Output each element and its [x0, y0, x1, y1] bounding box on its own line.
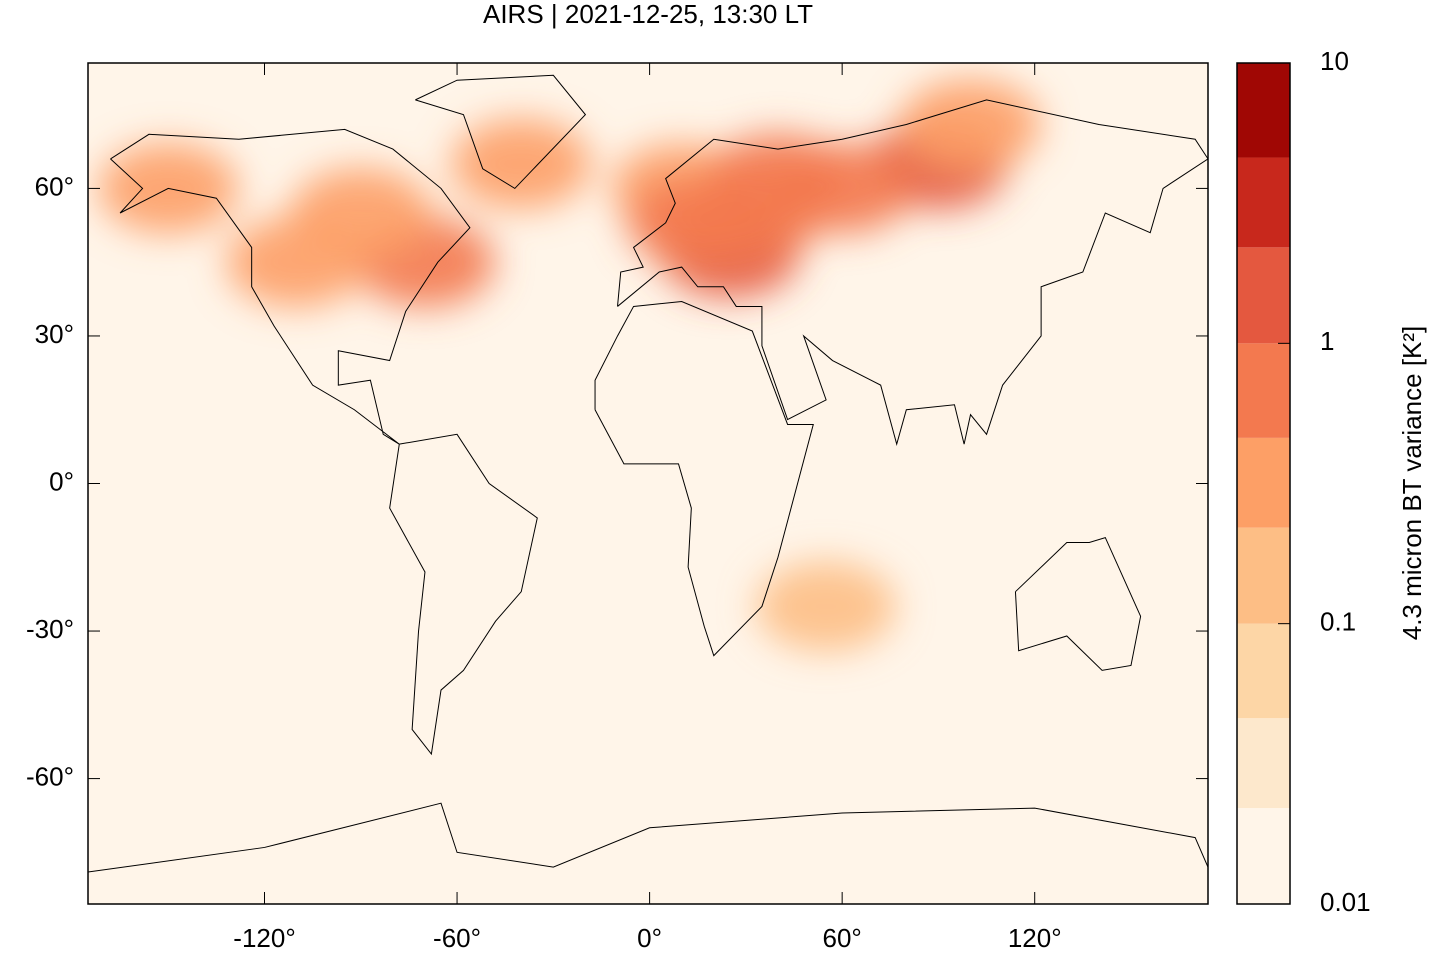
- y-tick-label: -60°: [26, 761, 74, 791]
- colorbar-band: [1237, 247, 1290, 344]
- colorbar-band: [1237, 527, 1290, 624]
- y-tick-label: 60°: [35, 171, 74, 201]
- field-blob: [290, 168, 431, 259]
- coastline: [389, 433, 538, 756]
- colorbar-tick-label: 10: [1320, 46, 1349, 76]
- x-tick-label: 0°: [637, 923, 662, 953]
- colorbar-band: [1237, 623, 1290, 719]
- colorbar-label: 4.3 micron BT variance [K²]: [1397, 326, 1427, 641]
- field-blob: [627, 177, 768, 268]
- y-tick-label: 0°: [49, 466, 74, 496]
- x-tick-label: -120°: [233, 923, 295, 953]
- colorbar-band: [1237, 808, 1290, 904]
- colorbar-band: [1237, 63, 1290, 158]
- x-tick-label: 60°: [822, 923, 861, 953]
- colorbar-band: [1237, 437, 1290, 528]
- coastline: [594, 301, 814, 657]
- y-tick-label: -30°: [26, 614, 74, 644]
- x-tick-label: 120°: [1008, 923, 1062, 953]
- colorbar-band: [1237, 157, 1290, 248]
- x-tick-label: -60°: [433, 923, 481, 953]
- coastline: [1014, 536, 1142, 671]
- colorbar-band: [1237, 718, 1290, 809]
- coastline: [88, 802, 1208, 873]
- colorbar-frame: [1236, 62, 1291, 905]
- field-blob: [900, 79, 1041, 170]
- coastlines: [88, 74, 1208, 873]
- colorbar-tick-label: 1: [1320, 326, 1334, 356]
- field-blob: [756, 561, 897, 652]
- coastline: [110, 128, 471, 445]
- colorbar-tick-label: 0.1: [1320, 607, 1356, 637]
- coastline: [617, 99, 1208, 447]
- colorbar-band: [1237, 343, 1290, 438]
- chart-title: AIRS | 2021-12-25, 13:30 LT: [483, 0, 813, 29]
- coastline: [415, 74, 587, 190]
- field-layer: [98, 79, 1041, 652]
- y-tick-label: 30°: [35, 319, 74, 349]
- field-blob: [451, 118, 592, 209]
- colorbar-tick-label: 0.01: [1320, 887, 1371, 917]
